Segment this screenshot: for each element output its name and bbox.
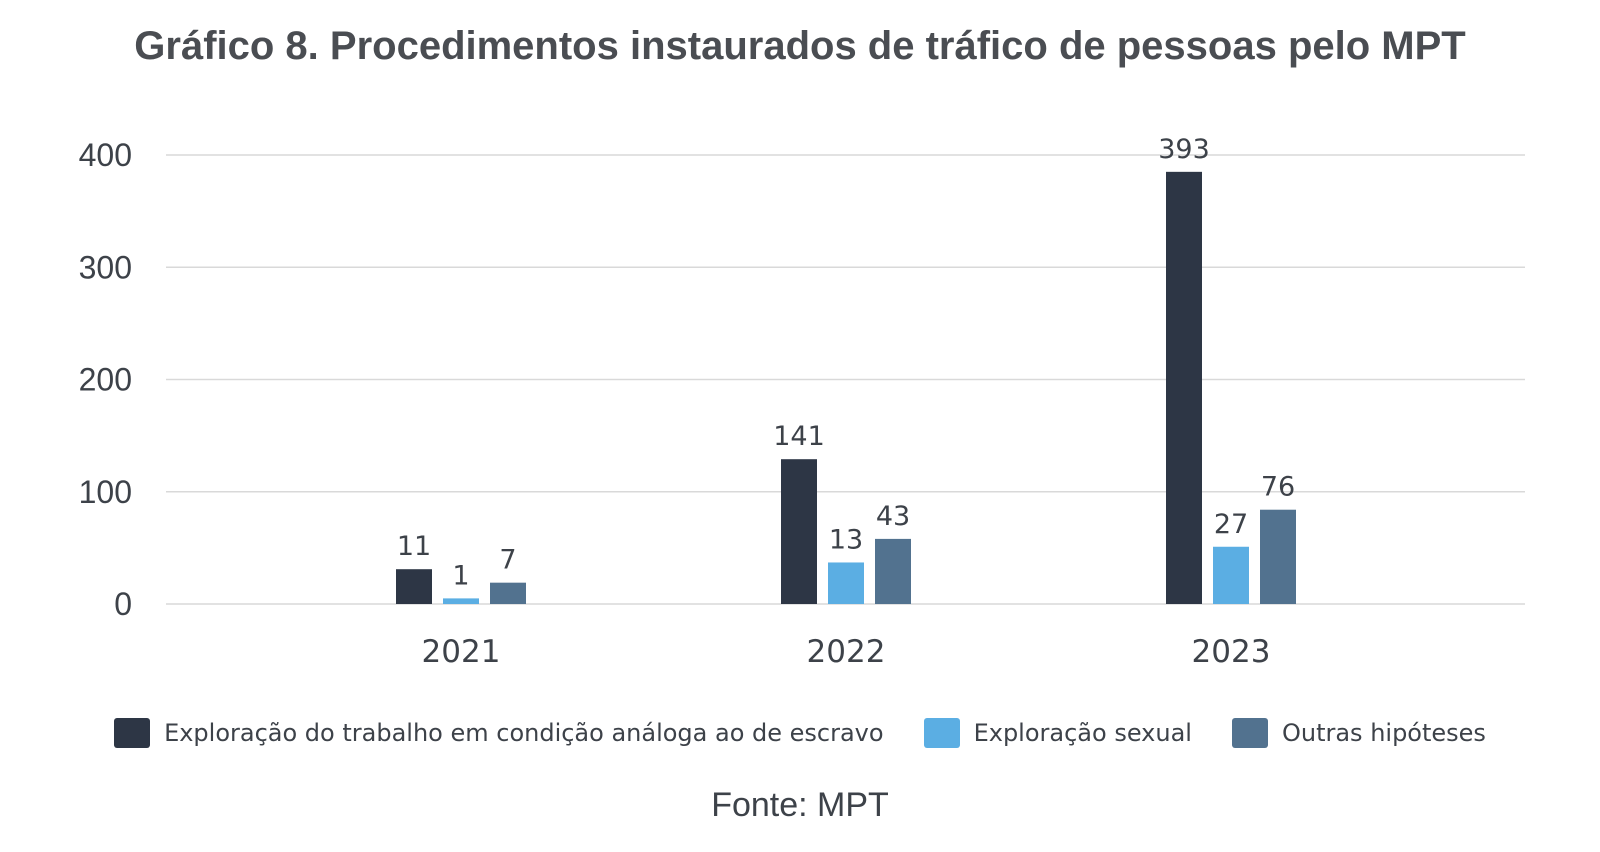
data-label-2021-s1: 1 xyxy=(452,560,469,591)
legend-swatch-sexual xyxy=(923,718,960,748)
bar-2021-s0 xyxy=(396,569,432,604)
legend-item-outras: Outras hipóteses xyxy=(1231,718,1486,748)
legend-label-outras: Outras hipóteses xyxy=(1281,719,1486,747)
legend-swatch-outras xyxy=(1231,718,1268,748)
source-note: Fonte: MPT xyxy=(711,786,889,824)
x-axis-ticks: 2021 2022 2023 xyxy=(422,634,1271,670)
legend-label-escravo: Exploração do trabalho em condição análo… xyxy=(164,719,884,747)
data-label-2022-s1: 13 xyxy=(829,524,863,555)
y-tick-400: 400 xyxy=(79,137,132,173)
data-label-2021-s2: 7 xyxy=(499,545,516,576)
data-label-2023-s2: 76 xyxy=(1261,472,1295,503)
data-label-2021-s0: 11 xyxy=(397,531,431,562)
bar-2023-s2 xyxy=(1260,509,1296,604)
data-label-2023-s0: 393 xyxy=(1158,134,1210,165)
bar-2022-s0 xyxy=(781,459,817,604)
x-tick-2023: 2023 xyxy=(1192,634,1271,670)
y-tick-0: 0 xyxy=(114,586,132,622)
bar-2022-s2 xyxy=(875,538,911,604)
bar-2021-s1 xyxy=(443,598,479,604)
bars xyxy=(396,171,1296,604)
x-tick-2021: 2021 xyxy=(422,634,501,670)
data-label-2023-s1: 27 xyxy=(1214,509,1248,540)
legend: Exploração do trabalho em condição análo… xyxy=(0,718,1600,748)
data-label-2022-s2: 43 xyxy=(876,501,910,532)
legend-item-escravo: Exploração do trabalho em condição análo… xyxy=(114,718,884,748)
bar-2023-s1 xyxy=(1213,546,1249,604)
y-tick-300: 300 xyxy=(79,249,132,285)
y-tick-100: 100 xyxy=(79,474,132,510)
bar-2022-s1 xyxy=(828,562,864,604)
x-tick-2022: 2022 xyxy=(807,634,886,670)
y-axis-ticks: 0 100 200 300 400 xyxy=(79,137,132,622)
legend-swatch-escravo xyxy=(114,718,151,748)
chart-title: Gráfico 8. Procedimentos instaurados de … xyxy=(134,24,1466,68)
data-label-2022-s0: 141 xyxy=(773,421,825,452)
legend-item-sexual: Exploração sexual xyxy=(923,718,1192,748)
legend-label-sexual: Exploração sexual xyxy=(973,719,1192,747)
gridlines xyxy=(166,154,1525,605)
y-tick-200: 200 xyxy=(79,362,132,398)
bar-2023-s0 xyxy=(1166,171,1202,604)
bar-2021-s2 xyxy=(490,582,526,604)
